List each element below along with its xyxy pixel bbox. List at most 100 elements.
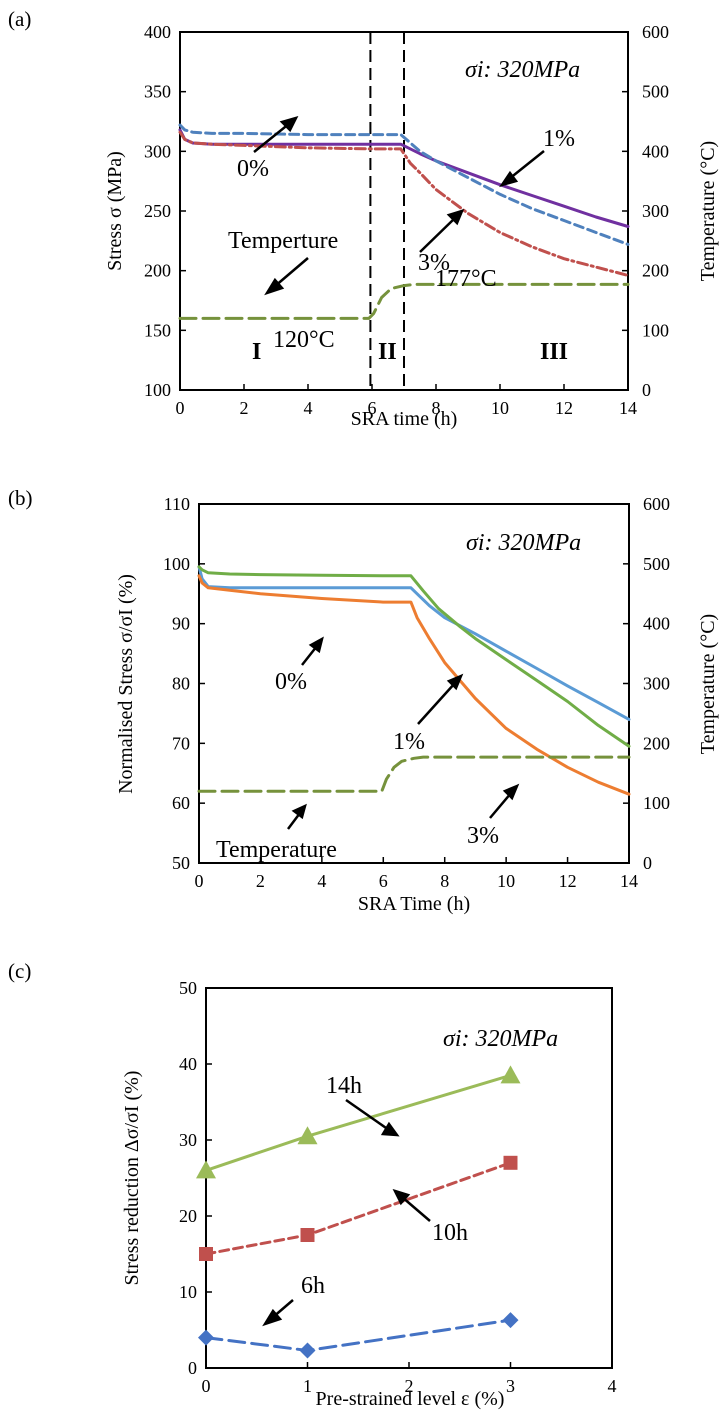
chart-a-y2label: Temperature (°C): [697, 141, 719, 281]
y2-tick-label: 600: [642, 22, 669, 42]
arrow-a-3pct: [419, 217, 456, 253]
series-line-temperture: [178, 282, 630, 320]
y-tick-label: 100: [163, 554, 190, 574]
x-tick-label: 3: [506, 1376, 515, 1396]
series-line-0: [197, 565, 631, 721]
x-tick-label: 10: [491, 398, 509, 418]
square-marker: [300, 1228, 315, 1242]
y-tick-label: 350: [144, 82, 171, 102]
y2-tick-label: 200: [643, 733, 670, 753]
x-tick-label: 4: [304, 398, 313, 418]
arrow-b-3pct-head: [502, 783, 520, 801]
chart-a-stage-3: III: [540, 339, 568, 365]
y-tick-label: 110: [164, 494, 190, 514]
y-tick-label: 250: [144, 201, 171, 221]
x-tick-label: 12: [559, 871, 577, 891]
x-tick-label: 12: [555, 398, 573, 418]
series-line-temperature: [197, 755, 631, 793]
chart-c-ylabel: Stress reduction Δσ/σI (%): [121, 1071, 143, 1286]
y2-tick-label: 200: [642, 261, 669, 281]
series-line-6h: [204, 1318, 512, 1352]
x-tick-label: 10: [497, 871, 515, 891]
x-tick-label: 0: [195, 871, 204, 891]
chart-a-label-1pct: 1%: [543, 126, 575, 152]
chart-b-lines: [197, 565, 631, 796]
chart-c-label-10h: 10h: [432, 1220, 468, 1246]
chart-a: 0 2 4 6 8 10 12 1410015020025030035040001002003…: [104, 22, 719, 430]
y2-tick-label: 300: [643, 674, 670, 694]
x-tick-label: 1: [303, 1376, 312, 1396]
arrow-c-14h-head: [380, 1121, 400, 1137]
diamond-marker: [299, 1342, 316, 1359]
series-line-3: [178, 130, 630, 277]
x-tick-label: 14: [619, 398, 637, 418]
chart-b-xlabel: SRA Time (h): [358, 893, 470, 915]
chart-a-label-temp: Temperture: [228, 228, 338, 254]
arrow-c-6h-head: [262, 1308, 283, 1327]
chart-c-xlabel: Pre-strained level ε (%): [316, 1388, 505, 1410]
chart-a-lines: [178, 32, 630, 390]
y-tick-label: 100: [144, 380, 171, 400]
chart-b: 0 2 4 6 8 10 12 14 50 60 70 80 90 100 110 0 100 200 300 400…: [115, 494, 719, 915]
y-tick-label: 400: [144, 22, 171, 42]
chart-b-arrows: [287, 636, 520, 830]
arrow-b-1pct-head: [446, 673, 464, 691]
y2-tick-label: 600: [643, 494, 670, 514]
square-marker: [199, 1247, 213, 1261]
series-line-3: [197, 574, 631, 796]
y2-tick-label: 500: [643, 554, 670, 574]
arrow-a-temp-head: [264, 277, 285, 296]
chart-a-stage-2: II: [378, 339, 397, 365]
y2-tick-label: 0: [642, 380, 651, 400]
y-tick-label: 300: [144, 141, 171, 161]
y2-tick-label: 0: [643, 853, 652, 873]
triangle-marker: [196, 1160, 216, 1179]
chart-a-label-3pct: 3%: [418, 250, 450, 276]
y2-tick-label: 100: [642, 320, 669, 340]
y-tick-label: 60: [172, 793, 190, 813]
x-tick-label: 14: [620, 871, 638, 891]
chart-a-xlabel: SRA time (h): [351, 408, 458, 430]
y-tick-label: 70: [172, 733, 190, 753]
arrow-a-0pct: [253, 122, 291, 153]
chart-a-label-0pct: 0%: [237, 156, 269, 182]
y-tick-label: 50: [172, 853, 190, 873]
chart-b-label-temp: Temperature: [216, 837, 337, 863]
chart-c-arrows: [262, 1098, 431, 1327]
x-tick-label: 2: [240, 398, 249, 418]
x-tick-label: 6: [379, 871, 388, 891]
chart-a-plot-area: [179, 31, 629, 391]
chart-c-label-14h: 14h: [326, 1073, 362, 1099]
x-tick-label: 4: [317, 871, 326, 891]
arrow-a-3pct-head: [446, 209, 465, 226]
arrow-a-1pct: [508, 150, 545, 180]
chart-c-label-6h: 6h: [301, 1273, 325, 1299]
y-tick-label: 0: [188, 1358, 197, 1378]
y-tick-label: 90: [172, 614, 190, 634]
chart-a-arrows: [253, 116, 545, 296]
panel-c-label: (c): [8, 959, 31, 983]
panel-b-label: (b): [8, 486, 33, 510]
arrow-b-1pct: [417, 682, 456, 725]
triangle-marker: [297, 1126, 318, 1145]
arrow-c-10h: [401, 1196, 431, 1222]
chart-b-ylabel: Normalised Stress σ/σI (%): [115, 574, 137, 794]
chart-a-annotation: σi: 320MPa: [465, 57, 580, 83]
y-tick-label: 200: [144, 261, 171, 281]
chart-a-label-177c: 177°C: [435, 266, 497, 292]
arrow-b-3pct: [489, 792, 512, 819]
x-tick-label: 8: [440, 871, 449, 891]
chart-b-label-1pct: 1%: [393, 729, 425, 755]
y-tick-label: 80: [172, 674, 190, 694]
chart-a-label-120c: 120°C: [273, 327, 335, 353]
chart-b-label-0pct: 0%: [275, 669, 307, 695]
chart-a-ylabel: Stress σ (MPa): [104, 151, 126, 271]
x-tick-label: 8: [432, 398, 441, 418]
x-tick-label: 0: [176, 398, 185, 418]
chart-a-ticks: 0 2 4 6 8 10 12 1410015020025030035040001002003…: [144, 22, 669, 418]
x-tick-label: 4: [608, 1376, 617, 1396]
arrow-a-0pct-head: [279, 116, 299, 133]
